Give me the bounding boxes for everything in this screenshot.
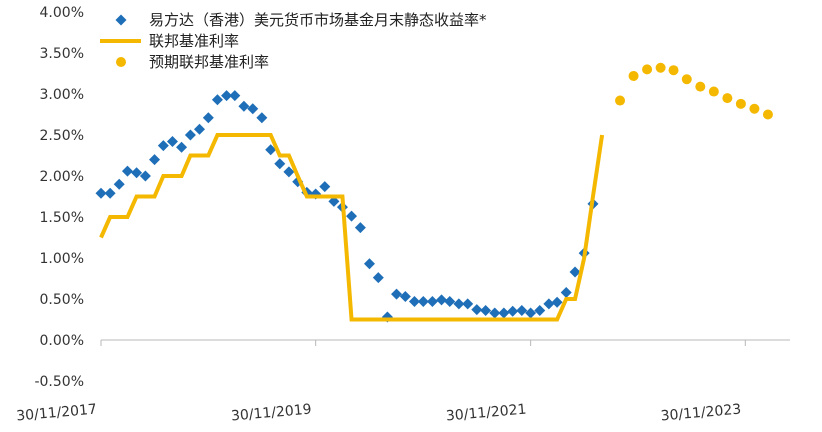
data-point	[655, 62, 666, 73]
y-tick-label: 2.00%	[40, 169, 84, 185]
data-point	[139, 170, 151, 182]
data-point	[762, 109, 773, 120]
data-point	[615, 95, 626, 106]
data-point	[283, 166, 295, 178]
x-tick-label: 30/11/2017	[16, 402, 98, 425]
data-point	[453, 298, 465, 310]
data-point	[354, 222, 366, 234]
data-point	[121, 165, 133, 177]
data-point	[525, 307, 537, 319]
data-point	[95, 187, 107, 199]
legend-swatch	[115, 14, 127, 26]
data-point	[211, 94, 223, 106]
data-point	[221, 90, 233, 102]
data-point	[668, 65, 679, 76]
data-point	[265, 144, 277, 156]
data-point	[247, 103, 259, 115]
data-point	[372, 272, 384, 284]
data-point	[399, 291, 411, 303]
data-point	[516, 304, 528, 316]
data-point	[722, 93, 733, 104]
data-point	[735, 98, 746, 109]
x-tick-label: 30/11/2023	[660, 402, 742, 425]
y-tick-label: 2.50%	[40, 128, 84, 144]
data-point	[444, 295, 456, 307]
series-2	[99, 133, 605, 322]
y-tick-label: 0.00%	[40, 333, 84, 349]
data-point	[328, 195, 340, 207]
legend-label: 易方达（香港）美元货币市场基金月末静态收益率*	[149, 11, 487, 29]
data-point	[202, 112, 214, 124]
y-tick-label: 3.50%	[40, 46, 84, 62]
data-point	[471, 304, 483, 316]
data-point	[194, 123, 206, 135]
data-point	[551, 296, 563, 308]
y-axis-labels: 4.00% 3.50% 3.00% 2.50% 2.00% 1.50% 1.00% 0.50%…	[34, 5, 84, 390]
data-point	[256, 112, 268, 124]
data-point	[462, 298, 474, 310]
data-point	[149, 154, 161, 166]
y-tick-label: 3.00%	[40, 87, 84, 103]
data-point	[157, 140, 169, 152]
y-tick-label: 4.00%	[40, 5, 84, 21]
y-tick-label: -0.50%	[34, 374, 84, 390]
data-point	[569, 266, 581, 278]
data-point	[184, 129, 196, 141]
series-line	[99, 133, 605, 322]
data-point	[238, 100, 250, 112]
legend-swatch	[116, 57, 126, 67]
x-tick-label: 30/11/2021	[445, 402, 527, 425]
y-tick-label: 0.50%	[40, 292, 84, 308]
y-tick-label: 1.50%	[40, 210, 84, 226]
data-point	[408, 295, 420, 307]
data-point	[628, 70, 639, 81]
data-point	[489, 307, 501, 319]
data-point	[695, 81, 706, 92]
data-point	[346, 210, 358, 222]
legend-item: 易方达（香港）美元货币市场基金月末静态收益率*	[115, 11, 487, 29]
data-point	[507, 305, 519, 317]
plot-area	[95, 62, 773, 323]
legend-label: 联邦基准利率	[149, 32, 239, 50]
data-point	[104, 187, 116, 199]
data-point	[391, 288, 403, 300]
series-3	[615, 62, 773, 120]
data-point	[543, 298, 555, 310]
data-point	[166, 136, 178, 148]
data-point	[534, 304, 546, 316]
x-axis-labels: 30/11/2017 30/11/2019 30/11/2021 30/11/2023	[16, 402, 742, 425]
data-point	[681, 74, 692, 85]
legend-item: 预期联邦基准利率	[116, 53, 269, 71]
data-point	[113, 178, 125, 190]
data-point	[436, 294, 448, 306]
data-point	[131, 167, 143, 179]
data-point	[749, 103, 760, 114]
data-point	[498, 307, 510, 319]
data-point	[426, 295, 438, 307]
x-tick-label: 30/11/2019	[230, 402, 312, 425]
data-point	[560, 286, 572, 298]
legend-item: 联邦基准利率	[100, 32, 239, 50]
y-tick-label: 1.00%	[40, 251, 84, 267]
data-point	[363, 258, 375, 270]
data-point	[229, 90, 241, 102]
data-point	[642, 64, 653, 75]
data-point	[708, 86, 719, 97]
data-point	[319, 181, 331, 193]
data-point	[274, 158, 286, 170]
series-1	[95, 90, 599, 323]
data-point	[480, 304, 492, 316]
data-point	[417, 295, 429, 307]
data-point	[176, 141, 188, 153]
legend-label: 预期联邦基准利率	[149, 53, 269, 71]
x-axis	[100, 339, 790, 346]
